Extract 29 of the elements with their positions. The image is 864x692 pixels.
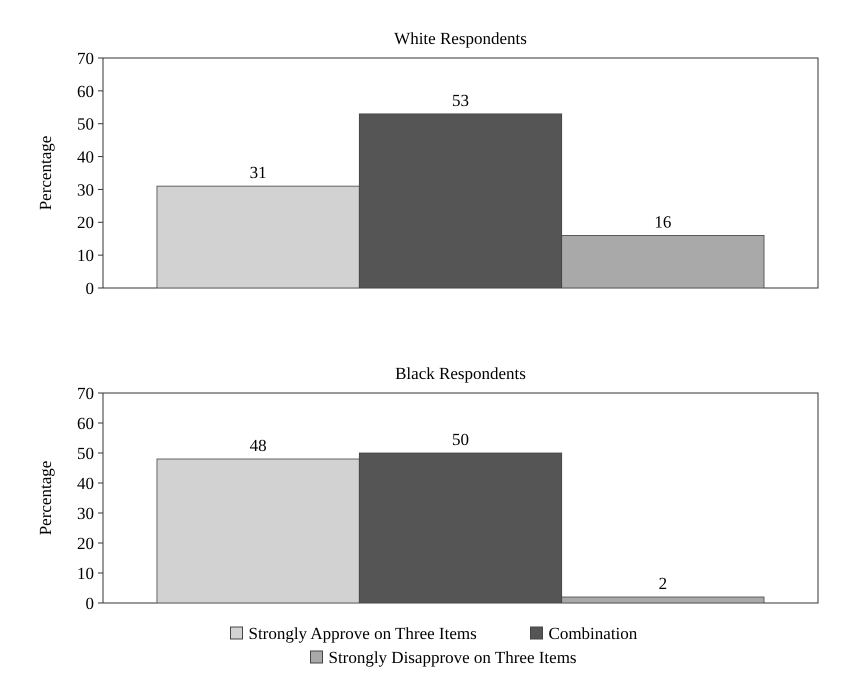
y-tick-label: 20 [77, 534, 94, 553]
y-tick-label: 0 [86, 278, 94, 298]
legend-label: Strongly Disapprove on Three Items [328, 648, 577, 667]
data-label: 31 [250, 163, 267, 182]
y-tick-label: 60 [77, 82, 94, 101]
legend-label: Combination [548, 624, 638, 643]
y-tick-label: 70 [77, 48, 94, 68]
data-label: 48 [250, 436, 267, 455]
y-tick-label: 60 [77, 414, 94, 433]
y-tick-label: 0 [86, 594, 94, 613]
y-tick-label: 40 [77, 148, 94, 167]
y-tick-label: 30 [77, 504, 94, 523]
y-tick-label: 40 [77, 474, 94, 493]
chart-title: Black Respondents [395, 364, 526, 383]
y-tick-label: 50 [77, 444, 94, 463]
y-tick-label: 70 [77, 384, 94, 403]
y-axis-title: Percentage [36, 460, 55, 536]
y-tick-label: 20 [77, 213, 94, 232]
data-label: 53 [452, 90, 469, 110]
data-label: 2 [658, 574, 668, 593]
y-tick-label: 30 [77, 180, 94, 200]
y-axis-title: Percentage [36, 136, 55, 210]
data-label: 16 [654, 212, 672, 232]
chart-title: White Respondents [394, 29, 527, 48]
legend-label: Strongly Approve on Three Items [248, 624, 477, 643]
y-tick-label: 50 [77, 114, 94, 134]
data-label: 50 [452, 430, 469, 449]
y-tick-label: 10 [77, 564, 94, 583]
y-tick-label: 10 [77, 246, 94, 266]
